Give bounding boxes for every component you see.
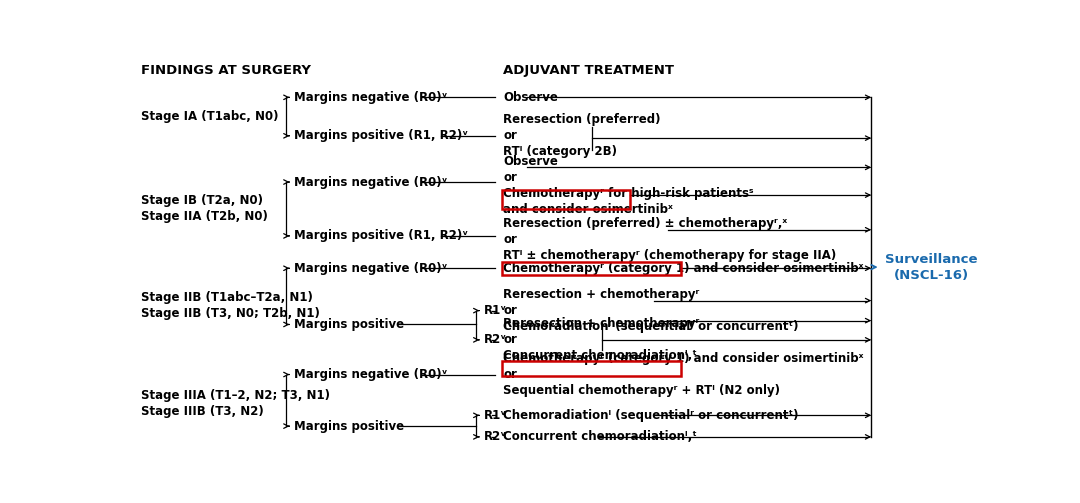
Text: R1ᵛ: R1ᵛ: [484, 409, 507, 422]
Text: FINDINGS AT SURGERY: FINDINGS AT SURGERY: [141, 64, 311, 77]
Text: Observe
or
Chemotherapyʳ for high-risk patientsˢ
and consider osimertinibˣ: Observe or Chemotherapyʳ for high-risk p…: [503, 155, 754, 216]
Text: Stage IIB (T1abc–T2a, N1)
Stage IIB (T3, N0; T2b, N1): Stage IIB (T1abc–T2a, N1) Stage IIB (T3,…: [141, 291, 320, 320]
Text: Margins positive (R1, R2)ᵛ: Margins positive (R1, R2)ᵛ: [294, 129, 468, 142]
Text: Margins negative (R0)ᵛ: Margins negative (R0)ᵛ: [294, 91, 447, 104]
Bar: [501, 190, 630, 209]
Text: Margins negative (R0)ᵛ: Margins negative (R0)ᵛ: [294, 176, 447, 189]
Bar: [501, 262, 681, 275]
Text: R2ᵛ: R2ᵛ: [484, 431, 507, 443]
Text: Observe: Observe: [503, 91, 558, 104]
Text: Reresection (preferred)
or
RTˡ (category 2B): Reresection (preferred) or RTˡ (category…: [503, 113, 661, 158]
Text: Reresection + chemotherapyʳ
or
Concurrent chemoradiationˡ,ᵗ: Reresection + chemotherapyʳ or Concurren…: [503, 317, 700, 362]
Text: Margins positive: Margins positive: [294, 420, 404, 433]
Text: Chemotherapyʳ (category 1) and consider osimertinibˣ
or
Sequential chemotherapyʳ: Chemotherapyʳ (category 1) and consider …: [503, 352, 864, 397]
Text: Margins positive (R1, R2)ᵛ: Margins positive (R1, R2)ᵛ: [294, 229, 468, 242]
Text: Margins positive: Margins positive: [294, 318, 404, 331]
Text: Concurrent chemoradiationˡ,ᵗ: Concurrent chemoradiationˡ,ᵗ: [503, 431, 697, 443]
Text: Chemotherapyʳ (category 1) and consider osimertinibˣ: Chemotherapyʳ (category 1) and consider …: [503, 262, 864, 275]
Text: R1ᵛ: R1ᵛ: [484, 304, 507, 317]
Text: Stage IIIA (T1–2, N2; T3, N1)
Stage IIIB (T3, N2): Stage IIIA (T1–2, N2; T3, N1) Stage IIIB…: [141, 388, 330, 417]
Text: ADJUVANT TREATMENT: ADJUVANT TREATMENT: [503, 64, 674, 77]
Text: Stage IB (T2a, N0)
Stage IIA (T2b, N0): Stage IB (T2a, N0) Stage IIA (T2b, N0): [141, 195, 268, 223]
Text: Reresection (preferred) ± chemotherapyʳ,ˣ
or
RTˡ ± chemotherapyʳ (chemotherapy f: Reresection (preferred) ± chemotherapyʳ,…: [503, 217, 836, 262]
Text: Chemoradiationˡ (sequentialʳ or concurrentᵗ): Chemoradiationˡ (sequentialʳ or concurre…: [503, 409, 798, 422]
Text: Margins negative (R0)ᵛ: Margins negative (R0)ᵛ: [294, 262, 447, 275]
Text: Margins negative (R0)ᵛ: Margins negative (R0)ᵛ: [294, 368, 447, 381]
Text: R2ᵛ: R2ᵛ: [484, 333, 507, 347]
Bar: [501, 362, 681, 376]
Text: Reresection + chemotherapyʳ
or
Chemoradiationˡ (sequentialʳ or concurrentᵗ): Reresection + chemotherapyʳ or Chemoradi…: [503, 288, 798, 333]
Text: Surveillance
(NSCL-16): Surveillance (NSCL-16): [886, 253, 977, 282]
Text: Stage IA (T1abc, N0): Stage IA (T1abc, N0): [141, 110, 279, 123]
